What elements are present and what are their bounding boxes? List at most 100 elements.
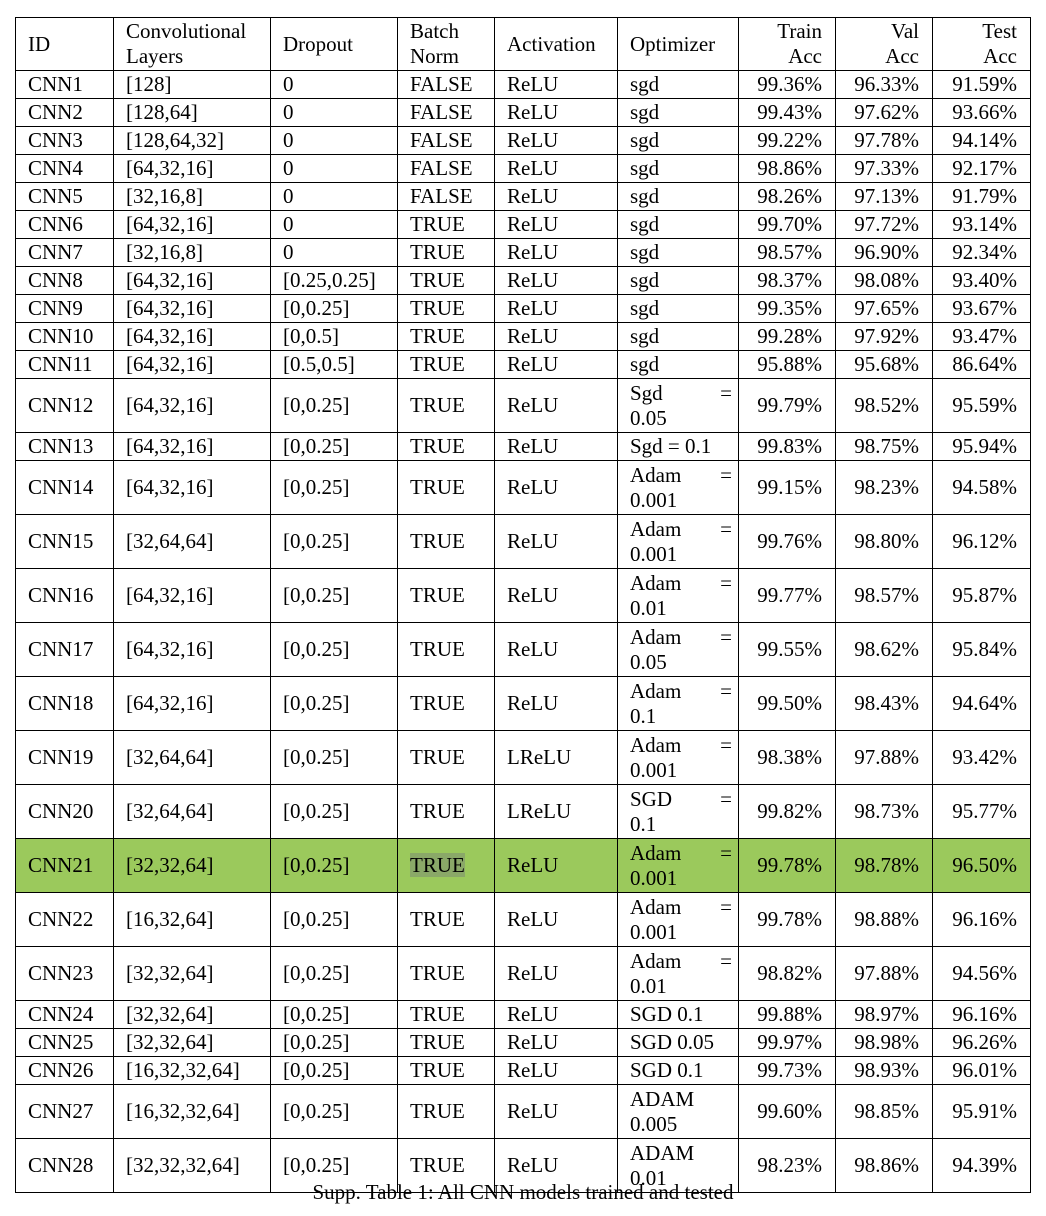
cell-optimizer: Adam = 0.05 — [617, 622, 739, 677]
cell-train-acc: 99.78% — [738, 892, 836, 947]
cell-dropout: [0,0.25] — [270, 784, 398, 839]
cell-dropout: [0,0.25] — [270, 1138, 398, 1193]
cell-val-acc: 97.78% — [835, 126, 933, 155]
cell-dropout: [0.25,0.25] — [270, 266, 398, 295]
cell-layers: [64,32,16] — [113, 622, 271, 677]
cell-optimizer: sgd — [617, 182, 739, 211]
table-row: CNN27 [16,32,32,64] [0,0.25] TRUE ReLU ADAM 0.… — [15, 1084, 1031, 1139]
cell-activation: ReLU — [494, 1056, 618, 1085]
table-row: CNN15 [32,64,64] [0,0.25] TRUE ReLU Adam = 0.00… — [15, 514, 1031, 569]
cell-test-acc: 96.16% — [932, 1000, 1031, 1029]
cell-batchnorm: TRUE — [397, 378, 495, 433]
cell-batchnorm: TRUE — [397, 1028, 495, 1057]
table-row: CNN5 [32,16,8] 0 FALSE ReLU sgd 98.26% 97.13% 91… — [15, 182, 1031, 211]
cell-optimizer: ADAM 0.005 — [617, 1084, 739, 1139]
cell-id: CNN6 — [15, 210, 114, 239]
table-row: CNN22 [16,32,64] [0,0.25] TRUE ReLU Adam = 0.00… — [15, 892, 1031, 947]
cell-test-acc: 93.67% — [932, 294, 1031, 323]
cell-dropout: [0,0.25] — [270, 514, 398, 569]
cell-val-acc: 97.33% — [835, 154, 933, 183]
cell-activation: ReLU — [494, 676, 618, 731]
cell-batchnorm: TRUE — [397, 784, 495, 839]
cell-test-acc: 96.50% — [932, 838, 1031, 893]
cell-test-acc: 96.26% — [932, 1028, 1031, 1057]
cell-test-acc: 95.59% — [932, 378, 1031, 433]
header-activation: Activation — [494, 17, 618, 71]
cell-dropout: [0,0.5] — [270, 322, 398, 351]
cell-batchnorm: TRUE — [397, 730, 495, 785]
cell-optimizer: Adam = 0.001 — [617, 838, 739, 893]
cell-dropout: [0.5,0.5] — [270, 350, 398, 379]
cell-dropout: [0,0.25] — [270, 676, 398, 731]
cell-id: CNN9 — [15, 294, 114, 323]
cell-optimizer: sgd — [617, 266, 739, 295]
cell-id: CNN12 — [15, 378, 114, 433]
cell-dropout: 0 — [270, 126, 398, 155]
cell-id: CNN1 — [15, 70, 114, 99]
cell-test-acc: 94.56% — [932, 946, 1031, 1001]
cell-activation: ReLU — [494, 568, 618, 623]
cell-train-acc: 99.55% — [738, 622, 836, 677]
cell-id: CNN8 — [15, 266, 114, 295]
cell-val-acc: 96.33% — [835, 70, 933, 99]
cell-dropout: [0,0.25] — [270, 1056, 398, 1085]
cell-optimizer: Adam = 0.001 — [617, 730, 739, 785]
cell-activation: ReLU — [494, 210, 618, 239]
cell-val-acc: 98.86% — [835, 1138, 933, 1193]
cell-train-acc: 99.73% — [738, 1056, 836, 1085]
cell-id: CNN22 — [15, 892, 114, 947]
cell-id: CNN18 — [15, 676, 114, 731]
cell-activation: ReLU — [494, 126, 618, 155]
cell-val-acc: 97.72% — [835, 210, 933, 239]
cell-layers: [16,32,32,64] — [113, 1056, 271, 1085]
cell-val-acc: 98.08% — [835, 266, 933, 295]
cell-batchnorm: TRUE — [397, 514, 495, 569]
cell-optimizer: sgd — [617, 294, 739, 323]
header-id: ID — [15, 17, 114, 71]
cell-dropout: [0,0.25] — [270, 892, 398, 947]
cell-test-acc: 91.59% — [932, 70, 1031, 99]
table-row: CNN28 [32,32,32,64] [0,0.25] TRUE ReLU ADAM 0.… — [15, 1138, 1031, 1193]
cell-optimizer: Adam = 0.1 — [617, 676, 739, 731]
table-row: CNN13 [64,32,16] [0,0.25] TRUE ReLU Sgd = 0.1… — [15, 432, 1031, 461]
cell-test-acc: 86.64% — [932, 350, 1031, 379]
cell-id: CNN7 — [15, 238, 114, 267]
cell-activation: ReLU — [494, 892, 618, 947]
cell-batchnorm: FALSE — [397, 154, 495, 183]
cell-batchnorm: TRUE — [397, 238, 495, 267]
cell-activation: ReLU — [494, 70, 618, 99]
cell-id: CNN15 — [15, 514, 114, 569]
cell-id: CNN3 — [15, 126, 114, 155]
cell-id: CNN5 — [15, 182, 114, 211]
table-row: CNN4 [64,32,16] 0 FALSE ReLU sgd 98.86% 97.33% 9… — [15, 154, 1031, 183]
cell-layers: [64,32,16] — [113, 294, 271, 323]
cell-optimizer: Adam = 0.001 — [617, 514, 739, 569]
cell-dropout: [0,0.25] — [270, 946, 398, 1001]
cell-batchnorm: FALSE — [397, 98, 495, 127]
table-row: CNN10 [64,32,16] [0,0.5] TRUE ReLU sgd 99.28% 9… — [15, 322, 1031, 351]
cell-dropout: [0,0.25] — [270, 460, 398, 515]
cell-test-acc: 92.34% — [932, 238, 1031, 267]
cell-dropout: 0 — [270, 210, 398, 239]
cell-train-acc: 98.26% — [738, 182, 836, 211]
cell-batchnorm: FALSE — [397, 126, 495, 155]
cell-layers: [32,64,64] — [113, 514, 271, 569]
cell-layers: [64,32,16] — [113, 568, 271, 623]
cell-id: CNN24 — [15, 1000, 114, 1029]
table-row: CNN21 [32,32,64] [0,0.25] TRUE ReLU Adam = 0.00… — [15, 838, 1031, 893]
cell-id: CNN27 — [15, 1084, 114, 1139]
table-row: CNN14 [64,32,16] [0,0.25] TRUE ReLU Adam = 0.00… — [15, 460, 1031, 515]
cell-train-acc: 99.97% — [738, 1028, 836, 1057]
cell-optimizer: sgd — [617, 350, 739, 379]
cell-activation: ReLU — [494, 294, 618, 323]
cell-batchnorm: TRUE — [397, 946, 495, 1001]
cell-val-acc: 97.13% — [835, 182, 933, 211]
cell-train-acc: 98.37% — [738, 266, 836, 295]
cell-activation: ReLU — [494, 1028, 618, 1057]
cell-id: CNN28 — [15, 1138, 114, 1193]
cell-val-acc: 98.98% — [835, 1028, 933, 1057]
cell-test-acc: 93.42% — [932, 730, 1031, 785]
cell-val-acc: 98.43% — [835, 676, 933, 731]
cell-batchnorm: TRUE — [397, 892, 495, 947]
cell-dropout: [0,0.25] — [270, 1000, 398, 1029]
